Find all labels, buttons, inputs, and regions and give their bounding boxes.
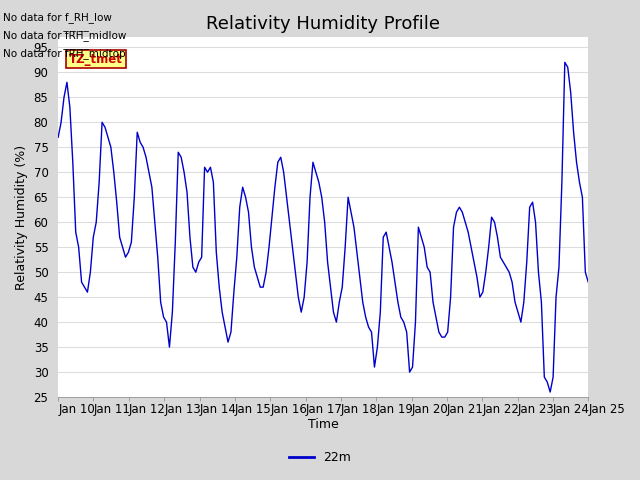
Y-axis label: Relativity Humidity (%): Relativity Humidity (%) <box>15 144 28 290</box>
Text: No data for f̅R̅H̅_̅midtop: No data for f̅R̅H̅_̅midtop <box>3 48 126 60</box>
X-axis label: Time: Time <box>308 419 339 432</box>
Legend: 22m: 22m <box>284 446 356 469</box>
Text: TZ_tmet: TZ_tmet <box>68 52 123 65</box>
Text: No data for f_RH_low: No data for f_RH_low <box>3 12 112 23</box>
Title: Relativity Humidity Profile: Relativity Humidity Profile <box>206 15 440 33</box>
Text: No data for f̅R̅H̅_̅midlow: No data for f̅R̅H̅_̅midlow <box>3 30 127 41</box>
